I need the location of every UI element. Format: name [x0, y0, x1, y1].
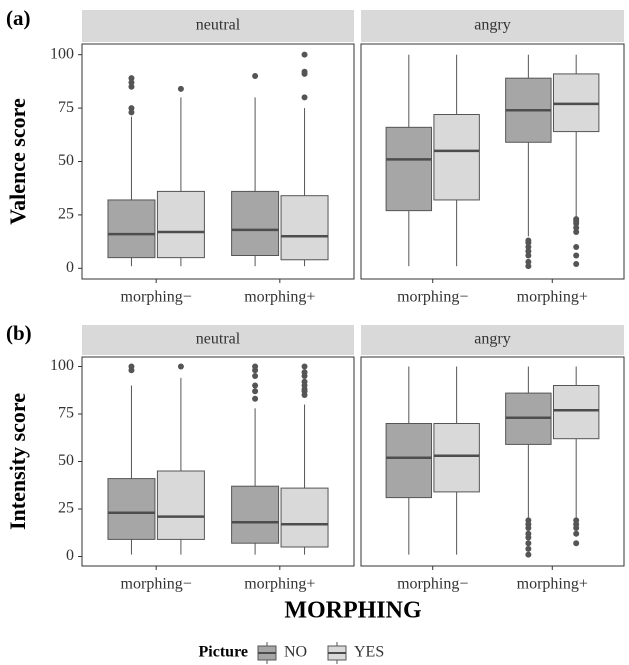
outlier: [573, 530, 580, 537]
outlier: [252, 395, 259, 402]
outlier: [573, 243, 580, 250]
outlier: [573, 224, 580, 231]
box: [107, 478, 156, 540]
y-axis-title: Valence score: [5, 98, 30, 225]
y-tick-label: 0: [66, 547, 74, 564]
box: [156, 190, 205, 259]
outlier: [128, 75, 135, 82]
outlier: [525, 263, 532, 270]
outlier: [573, 517, 580, 524]
legend-label: YES: [354, 644, 384, 661]
x-tick-label: morphing−: [397, 576, 468, 593]
outlier: [128, 363, 135, 370]
outlier: [301, 51, 308, 58]
panel-border: [81, 43, 355, 280]
y-tick-label: 100: [50, 357, 74, 374]
outlier: [525, 237, 532, 244]
x-tick-label: morphing−: [121, 289, 192, 306]
outlier: [525, 551, 532, 558]
outlier: [525, 517, 532, 524]
outlier: [128, 109, 135, 116]
outlier: [573, 229, 580, 235]
outlier: [128, 83, 135, 90]
y-tick-label: 50: [58, 152, 74, 169]
outlier: [252, 363, 259, 370]
facet-title: neutral: [196, 331, 241, 348]
x-tick-label: morphing+: [244, 576, 315, 593]
outlier: [128, 105, 135, 112]
box: [385, 126, 433, 212]
box: [433, 114, 480, 201]
x-axis-title: MORPHING: [284, 598, 422, 624]
outlier: [252, 73, 259, 80]
facet-title: angry: [474, 331, 510, 348]
facet-strip: [361, 325, 624, 355]
outlier: [252, 382, 259, 389]
y-tick-label: 25: [58, 500, 74, 517]
outlier: [525, 252, 532, 259]
panel-label: (b): [6, 321, 32, 345]
y-tick-label: 75: [58, 99, 74, 116]
y-tick-label: 75: [58, 405, 74, 422]
y-tick-label: 0: [66, 259, 74, 276]
y-tick-label: 50: [58, 452, 74, 469]
outlier: [301, 363, 308, 370]
outlier: [573, 252, 580, 259]
panel-border: [81, 356, 355, 567]
box: [280, 487, 329, 548]
outlier: [525, 243, 532, 250]
box: [280, 195, 329, 261]
outlier: [301, 94, 308, 101]
outlier: [177, 363, 184, 370]
outlier: [525, 540, 532, 547]
panel-border: [360, 356, 625, 567]
outlier: [252, 388, 259, 395]
x-tick-label: morphing+: [517, 289, 588, 306]
panel-label: (a): [6, 6, 31, 30]
outlier: [525, 545, 532, 552]
legend-title: Picture: [199, 644, 248, 661]
box: [552, 385, 600, 440]
outlier: [525, 258, 532, 265]
outlier: [301, 68, 308, 75]
box: [385, 423, 433, 499]
x-tick-label: morphing+: [517, 576, 588, 593]
outlier: [573, 540, 580, 547]
outlier: [177, 85, 184, 92]
box: [231, 485, 280, 544]
facet-title: angry: [474, 17, 510, 34]
y-tick-label: 100: [50, 45, 74, 62]
facet-title: neutral: [196, 17, 241, 34]
facet-strip: [82, 10, 354, 42]
box: [433, 423, 480, 493]
box: [231, 190, 280, 256]
box: [107, 199, 156, 259]
x-tick-label: morphing−: [121, 576, 192, 593]
outlier: [573, 216, 580, 223]
outlier: [525, 248, 532, 255]
y-tick-label: 25: [58, 206, 74, 223]
box: [156, 470, 205, 540]
panel-border: [360, 43, 625, 280]
x-tick-label: morphing+: [244, 289, 315, 306]
outlier: [252, 373, 259, 379]
outlier: [525, 530, 532, 537]
outlier: [301, 369, 308, 376]
outlier: [573, 261, 580, 268]
facet-strip: [82, 325, 354, 355]
legend-label: NO: [284, 644, 307, 661]
y-axis-title: Intensity score: [5, 393, 30, 530]
outlier: [301, 378, 308, 385]
x-tick-label: morphing−: [397, 289, 468, 306]
outlier: [128, 79, 135, 86]
facet-strip: [361, 10, 624, 42]
